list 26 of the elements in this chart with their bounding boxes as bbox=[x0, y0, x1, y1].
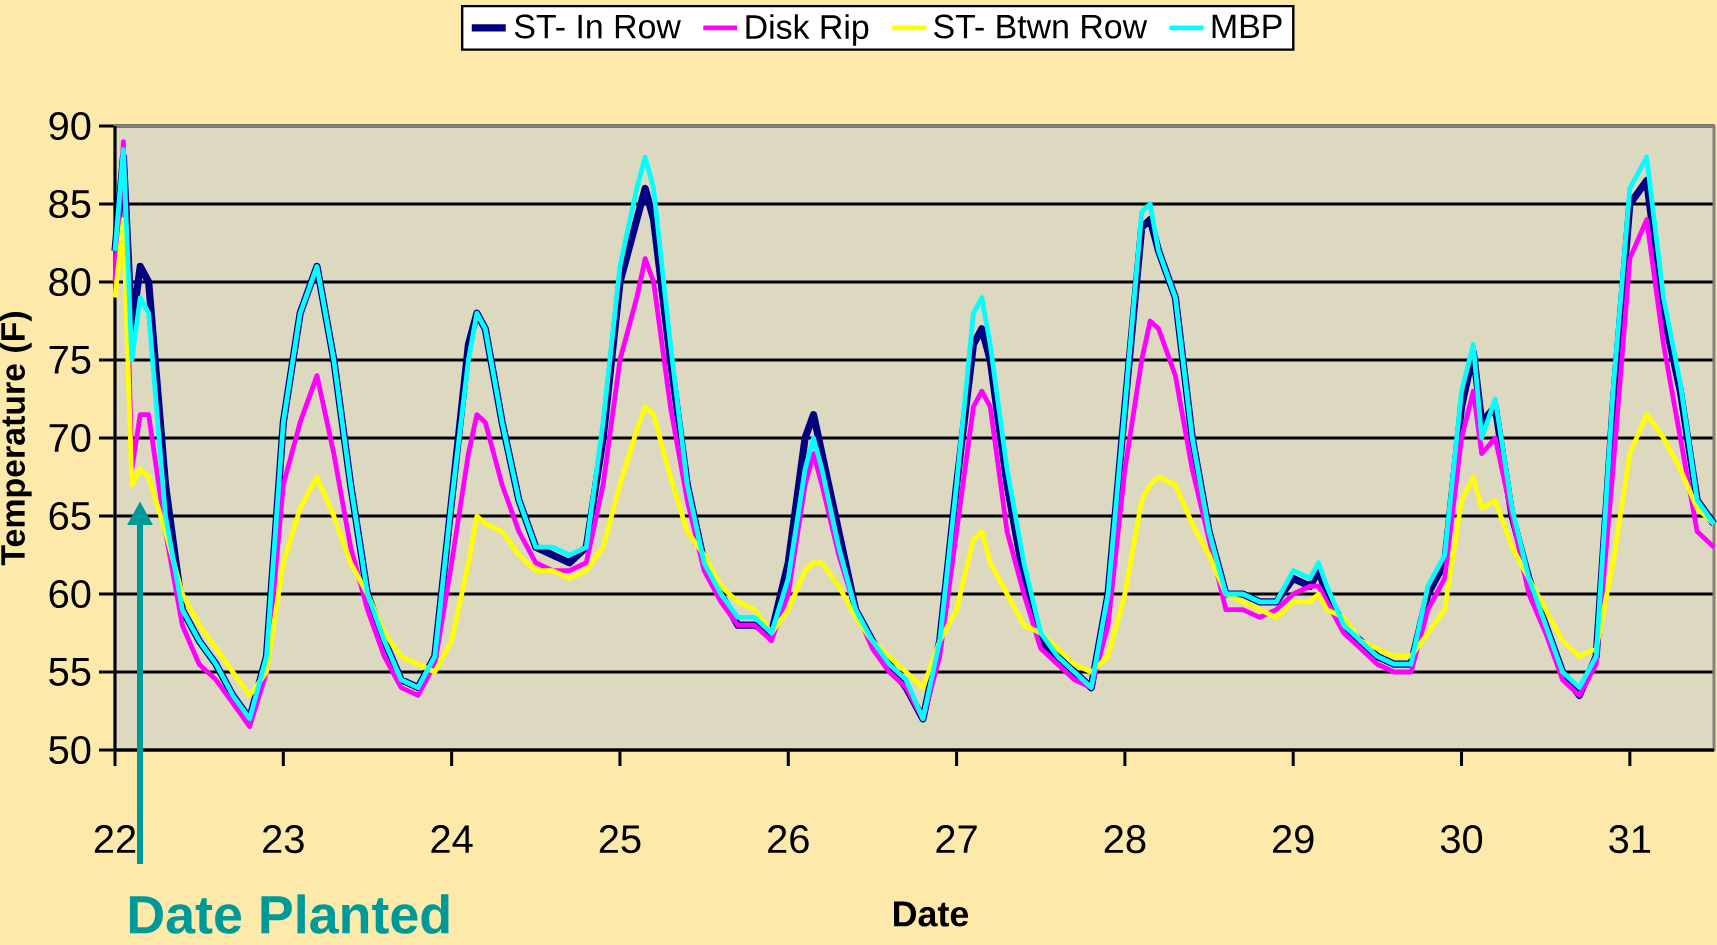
y-tick-label: 50 bbox=[49, 735, 91, 765]
x-tick-label: 26 bbox=[768, 825, 809, 854]
x-tick-label: 22 bbox=[94, 825, 136, 853]
y-axis-title: Temperature (F) bbox=[0, 312, 32, 566]
legend-label: ST- Btwn Row bbox=[934, 14, 1148, 39]
x-tick-label: 30 bbox=[1440, 825, 1483, 854]
x-tick-label: 23 bbox=[263, 825, 304, 854]
y-tick-label: 70 bbox=[49, 423, 91, 453]
x-tick-label: 24 bbox=[431, 825, 473, 853]
legend-label: MBP bbox=[1212, 14, 1282, 39]
x-tick-label: 31 bbox=[1609, 825, 1651, 854]
x-tick-label: 29 bbox=[1273, 825, 1314, 854]
legend-label: Disk Rip bbox=[746, 14, 869, 46]
x-tick-label: 25 bbox=[599, 825, 641, 854]
legend-label: ST- In Row bbox=[514, 14, 681, 39]
y-tick-label: 85 bbox=[49, 189, 91, 219]
y-tick-label: 90 bbox=[49, 111, 91, 141]
y-tick-label: 65 bbox=[49, 501, 91, 531]
y-tick-label: 55 bbox=[49, 658, 91, 686]
x-tick-label: 28 bbox=[1104, 825, 1146, 854]
x-axis-title: Date bbox=[894, 901, 969, 927]
y-tick-label: 75 bbox=[49, 346, 91, 374]
y-tick-label: 60 bbox=[49, 579, 91, 609]
x-tick-label: 27 bbox=[936, 825, 977, 853]
y-tick-label: 80 bbox=[49, 267, 91, 297]
text: Date Planted bbox=[129, 894, 449, 934]
